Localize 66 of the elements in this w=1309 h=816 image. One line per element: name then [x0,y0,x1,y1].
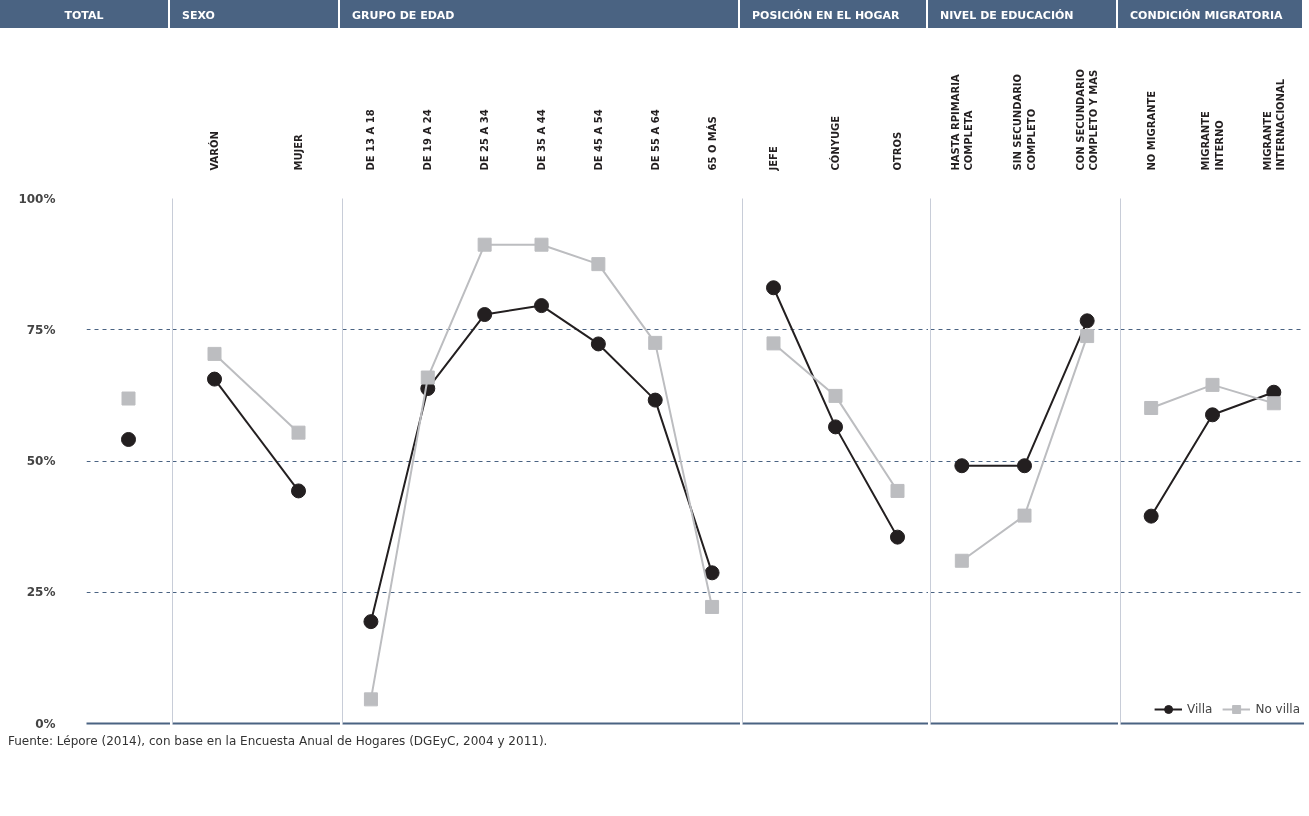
point [705,599,720,614]
point [890,529,905,545]
point [1080,329,1095,344]
legend-label: No villa [1255,702,1300,716]
x-tick-label: CÓNYUGE [829,115,841,171]
point [1144,400,1159,415]
x-tick-label: CON SECUNDARIO COMPLETO Y MAS [1075,68,1100,171]
point [591,257,606,272]
point [363,614,379,630]
y-tick-label: 0% [35,716,56,731]
point [704,565,720,581]
point [1205,377,1220,392]
x-tick-label: MIGRANTE INTERNACIONAL [1261,78,1286,171]
point [291,425,306,440]
x-tick-label: OTROS [892,131,903,171]
y-tick-label: 100% [18,191,56,206]
y-tick-label: 50% [26,454,56,468]
point [1205,407,1220,423]
point [648,335,663,350]
point [590,336,606,352]
x-tick-label: JEFE [768,146,779,172]
chart-title: GRUPO DE EDAD [352,8,455,24]
x-tick-label: MIGRANTE INTERNO [1200,110,1225,171]
point [766,336,781,351]
point [1017,508,1032,523]
point [1143,508,1159,524]
chart-title: CONDICIÓN MIGRATORIA [1130,8,1283,24]
x-tick-label: DE 25 A 34 [479,109,491,171]
point [766,280,781,296]
chart-title: NIVEL DE EDUCACIÓN [940,8,1074,24]
x-tick-label: DE 13 A 18 [365,109,377,171]
point [1266,396,1281,411]
point [420,370,435,385]
point [1079,313,1095,329]
x-tick-label: DE 19 A 24 [422,109,434,171]
legend-label: Villa [1187,702,1213,716]
x-tick-label: NO MIGRANTE [1145,90,1157,171]
point [477,237,492,252]
point [363,692,378,707]
y-tick-label: 75% [26,322,56,337]
point [890,483,905,498]
point [828,388,843,403]
x-tick-label: VARÓN [208,131,220,171]
source-note: Fuente: Lépore (2014), con base en la Encuesta Anual de Hogares (DGEyC, 2004 y 2011). [8,733,548,750]
x-tick-label: DE 55 A 64 [649,109,661,171]
point [207,346,222,361]
point [1017,458,1032,474]
point [954,553,969,568]
x-tick-label: HASTA RPIMARIA COMPLETA [949,74,974,171]
point [207,371,222,387]
point [647,392,663,408]
y-tick-label: 25% [26,585,56,600]
x-tick-label: DE 45 A 54 [592,109,604,171]
x-tick-label: DE 35 A 44 [536,109,547,171]
point [477,307,493,323]
point [954,458,970,474]
x-tick-label: MUJER [293,133,304,171]
point [534,237,549,252]
chart-title: TOTAL [64,8,104,24]
point [291,483,306,499]
point [828,419,843,435]
point [534,298,549,314]
x-tick-label: 65 O MÁS [705,116,718,171]
chart-title: SEXO [182,8,215,24]
x-tick-label: SIN SECUNDARIO COMPLETO [1012,73,1037,171]
chart-title: POSICIÓN EN EL HOGAR [752,8,900,24]
